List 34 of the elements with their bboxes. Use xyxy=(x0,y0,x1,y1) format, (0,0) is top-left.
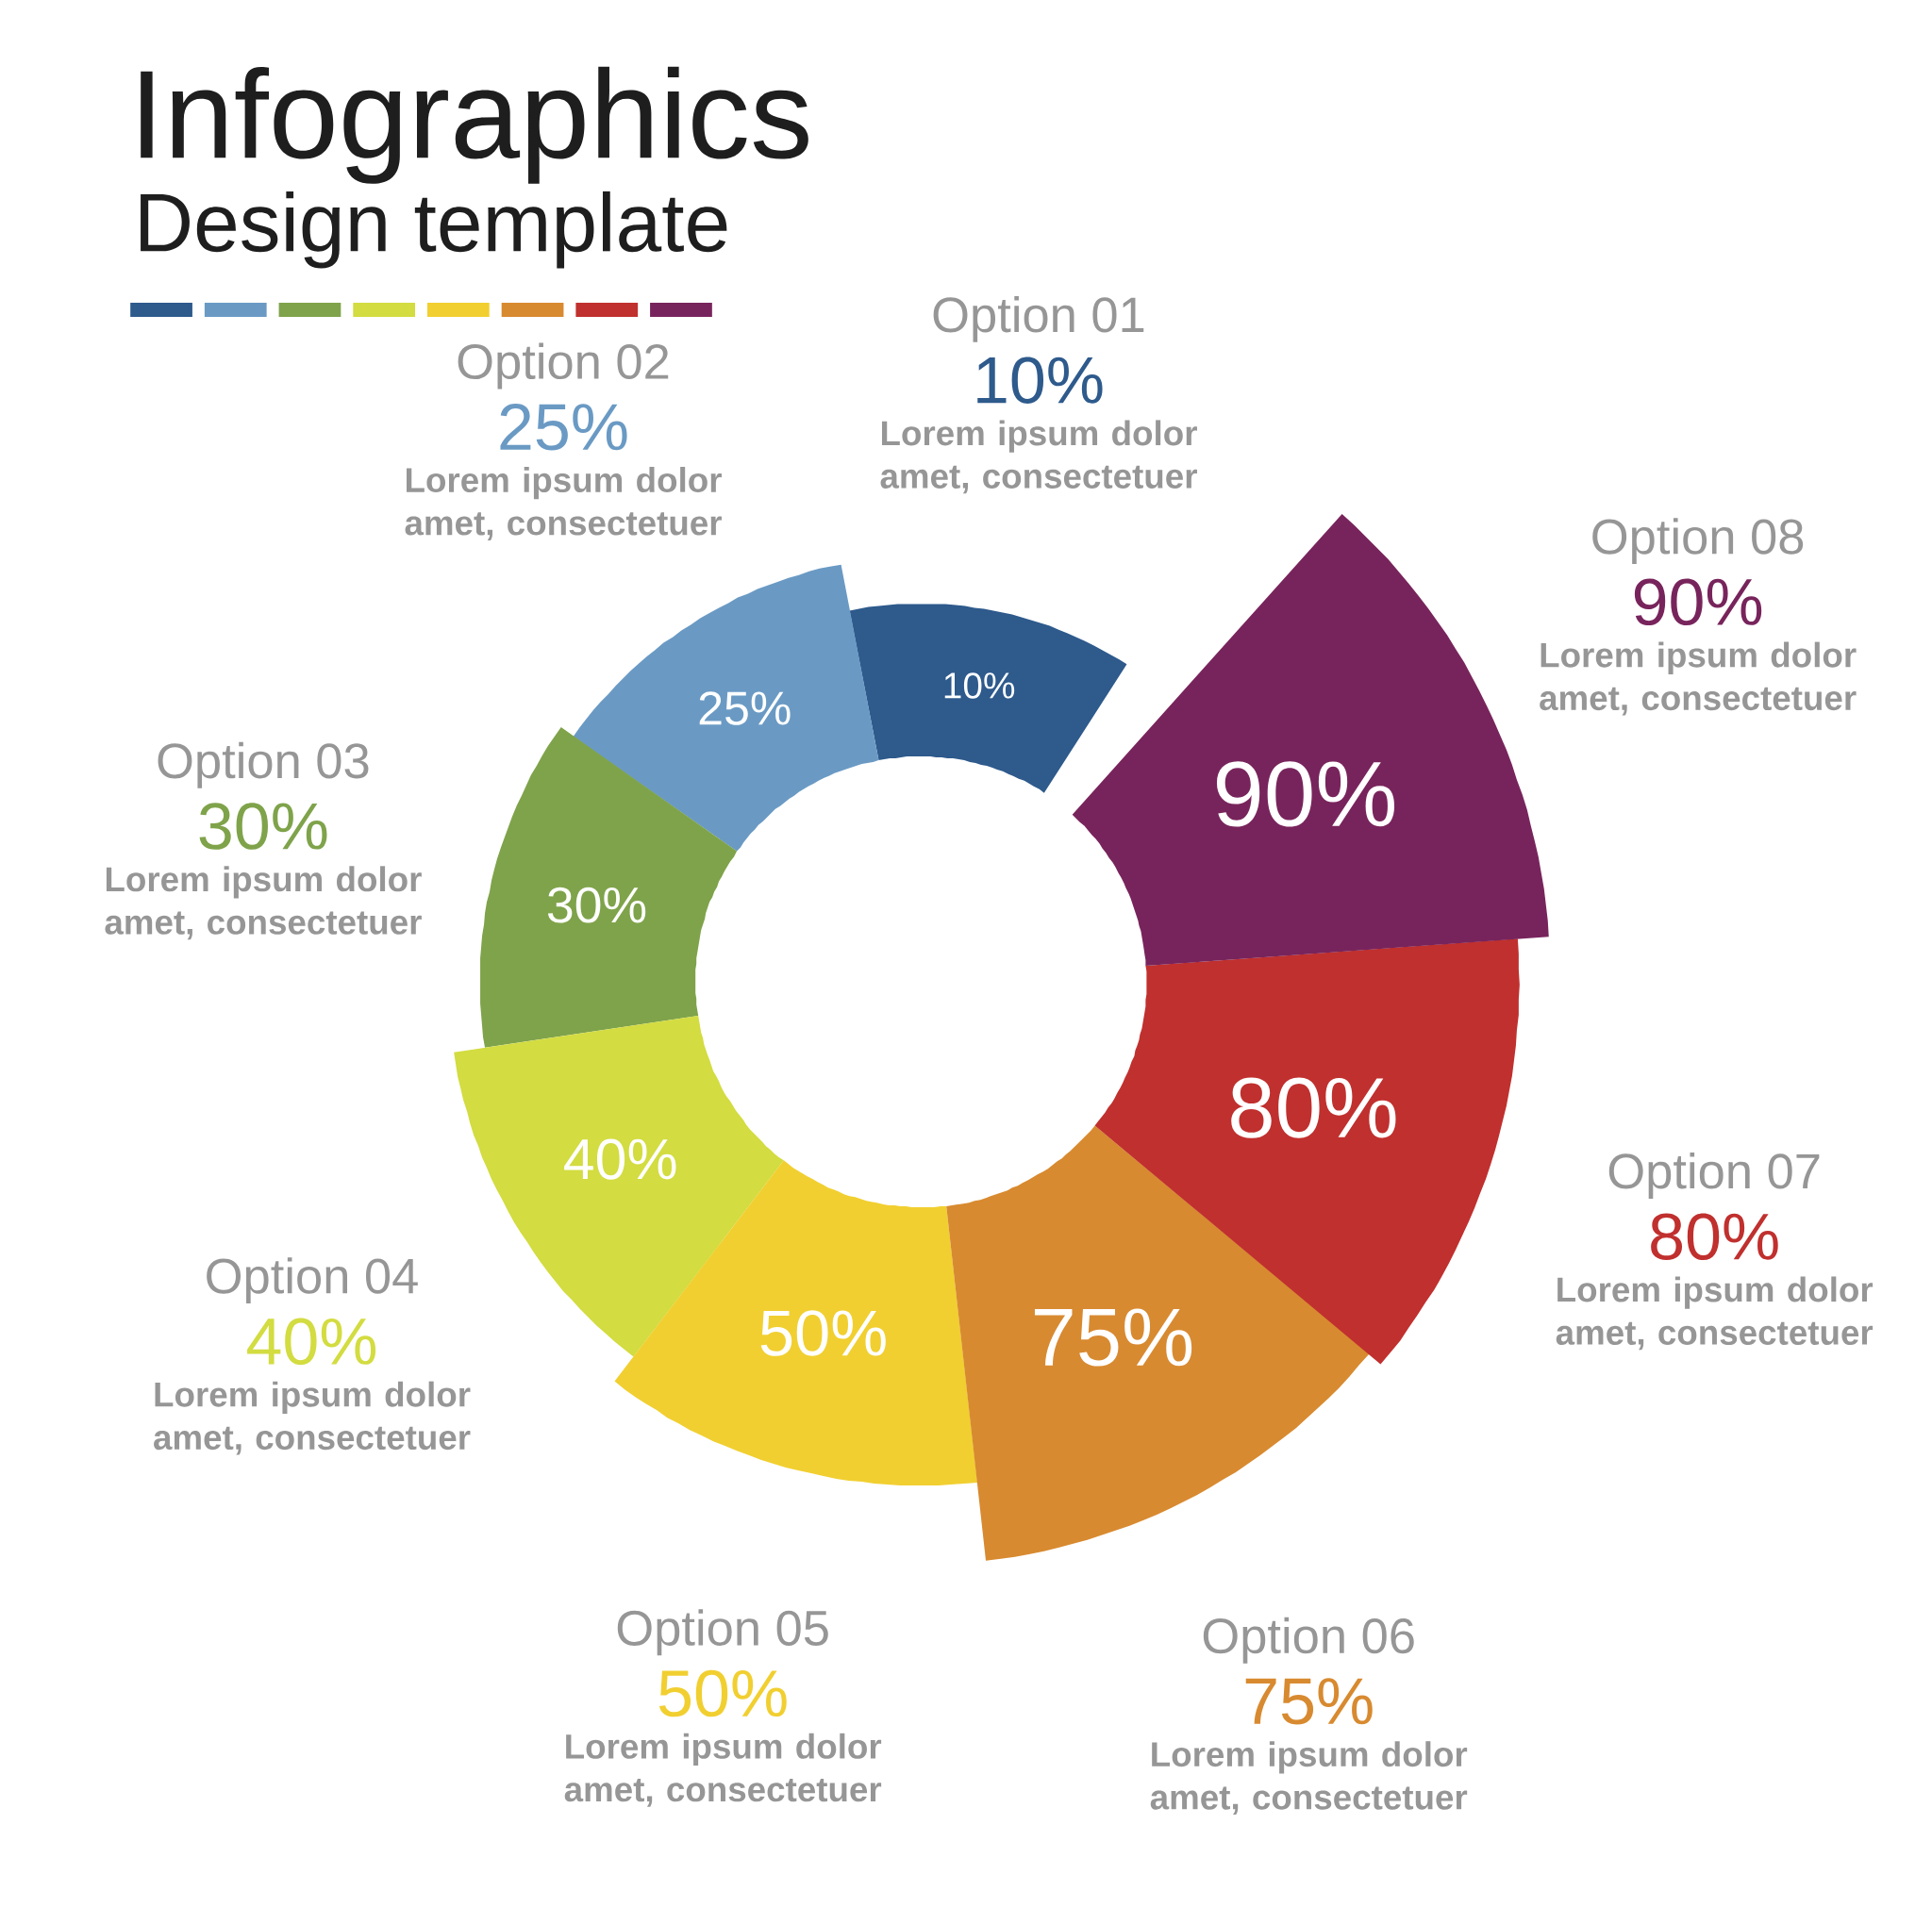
text: 90% xyxy=(1216,761,1395,827)
category-label: Option 01 xyxy=(933,295,1144,342)
text: 30% xyxy=(547,887,646,923)
category-label: Option 04 xyxy=(207,1257,418,1303)
category-label: Option 05 xyxy=(617,1609,828,1656)
category-label: Option 03 xyxy=(158,741,369,788)
text: 40% xyxy=(564,1138,676,1180)
text: 75% xyxy=(1034,1308,1192,1367)
data-label: 75% xyxy=(1245,1678,1373,1725)
data-label: 80% xyxy=(1651,1213,1778,1260)
text: Lorem ipsum dolor amet, consectetuer xyxy=(564,1733,882,1807)
text: Infographics xyxy=(141,66,808,184)
text: Lorem ipsum dolor amet, consectetuer xyxy=(1540,641,1857,716)
text: 80% xyxy=(1231,1077,1396,1138)
text: 50% xyxy=(760,1310,886,1356)
text: 25% xyxy=(699,691,791,725)
text: 10% xyxy=(944,672,1015,699)
category-label: Option 02 xyxy=(458,342,669,390)
text: Design template xyxy=(141,191,727,269)
text: Lorem ipsum dolor amet, consectetuer xyxy=(105,866,422,940)
text: Lorem ipsum dolor amet, consectetuer xyxy=(154,1381,471,1455)
category-label: Option 07 xyxy=(1608,1152,1820,1199)
text: Lorem ipsum dolor amet, consectetuer xyxy=(880,420,1197,494)
data-label: 10% xyxy=(977,357,1103,404)
text: Lorem ipsum dolor amet, consectetuer xyxy=(405,466,722,540)
data-label: 90% xyxy=(1634,578,1762,626)
data-label: 25% xyxy=(500,403,627,451)
text: Lorem ipsum dolor amet, consectetuer xyxy=(1556,1276,1874,1351)
data-label: 30% xyxy=(199,803,327,850)
text: Lorem ipsum dolor amet, consectetuer xyxy=(1150,1741,1468,1815)
category-label: Option 06 xyxy=(1203,1617,1414,1664)
category-label: Option 08 xyxy=(1592,518,1804,564)
data-label: 50% xyxy=(658,1669,787,1717)
data-label: 40% xyxy=(247,1318,376,1366)
